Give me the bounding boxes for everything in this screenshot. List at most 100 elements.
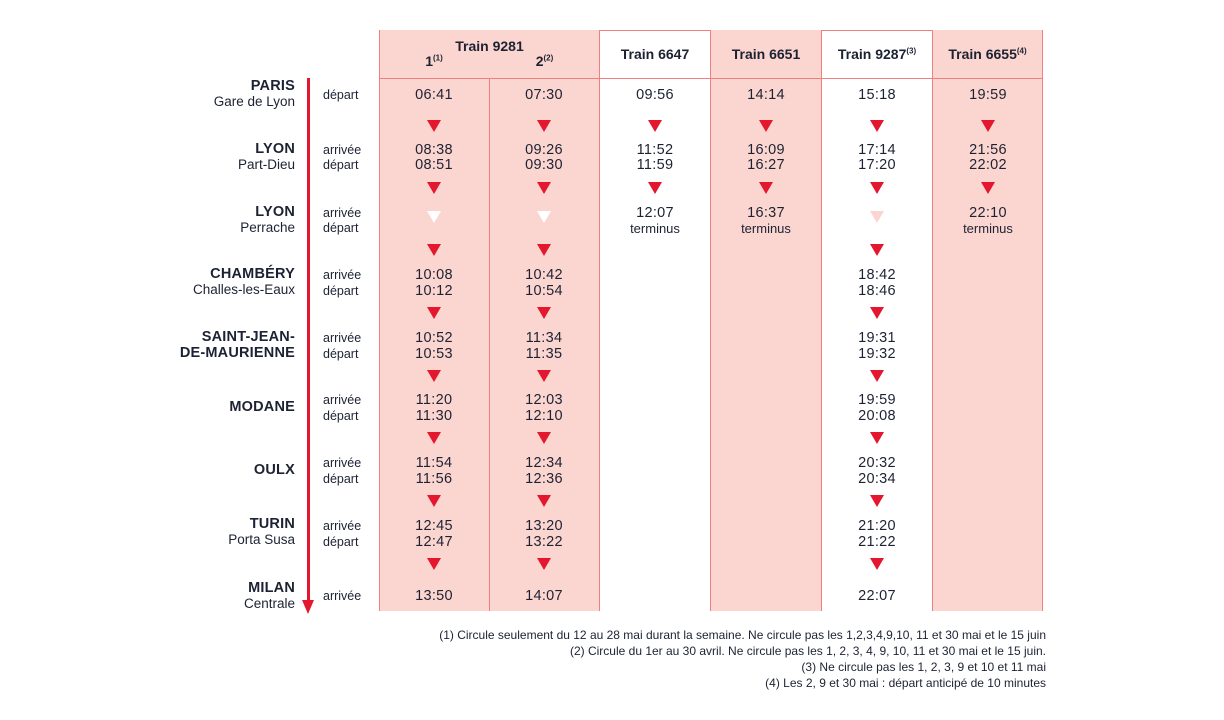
time-cell: 19:32 (858, 346, 896, 362)
header-train-9287: Train 9287(3) (837, 46, 917, 62)
time-cell: 11:54 (415, 455, 453, 471)
time-cell: 11:59 (636, 157, 674, 173)
label-arrivee: arrivée (323, 589, 362, 603)
route-line (307, 78, 310, 600)
label-arrivee: arrivée (323, 393, 362, 407)
terminus-label: terminus (630, 221, 680, 236)
arrow-down-icon (870, 307, 884, 319)
arrow-down-icon (427, 370, 441, 382)
time-cell: 11:52 (636, 142, 674, 158)
label-depart: départ (323, 472, 359, 486)
arrow-down-icon (870, 432, 884, 444)
time-cell: 12:34 (525, 455, 563, 471)
time-cell: 10:52 (415, 330, 453, 346)
column-train-6655 (932, 30, 1043, 611)
footnote-2: (2) Circule du 1er au 30 avril. Ne circu… (569, 644, 1046, 658)
time-cell: 20:34 (858, 471, 896, 487)
time-cell: 09:56 (636, 87, 674, 103)
arrow-down-icon (759, 182, 773, 194)
arrow-down-icon (427, 307, 441, 319)
time-cell: 13:22 (525, 534, 563, 550)
time-cell: 13:20 (525, 518, 563, 534)
arrow-down-icon (870, 244, 884, 256)
time-cell: 22:10 (969, 205, 1007, 221)
arrow-down-icon (427, 495, 441, 507)
arrow-down-icon (427, 211, 441, 223)
terminus-label: terminus (741, 221, 791, 236)
label-arrivee: arrivée (323, 206, 362, 220)
time-cell: 12:45 (415, 518, 453, 534)
time-cell: 12:47 (415, 534, 453, 550)
header-divider (379, 78, 1043, 79)
arrow-down-icon (648, 182, 662, 194)
time-cell: 09:30 (525, 157, 563, 173)
label-depart: départ (323, 347, 359, 361)
header-train-6655: Train 6655(4) (948, 46, 1027, 62)
arrow-down-icon (537, 495, 551, 507)
time-cell: 12:10 (525, 408, 563, 424)
arrow-down-icon (981, 182, 995, 194)
time-cell: 22:02 (969, 157, 1007, 173)
station-saint-jean-de-maurienne: SAINT-JEAN- DE-MAURIENNE (179, 329, 295, 361)
arrow-down-icon (759, 120, 773, 132)
route-arrow-head (302, 600, 314, 614)
arrow-down-icon (537, 432, 551, 444)
arrow-down-icon (537, 182, 551, 194)
time-cell: 20:08 (858, 408, 896, 424)
arrow-down-icon (870, 495, 884, 507)
column-divider (489, 78, 490, 611)
top-border-6647 (600, 30, 710, 31)
time-cell: 18:42 (858, 267, 896, 283)
arrow-down-icon (870, 182, 884, 194)
time-cell: 21:56 (969, 142, 1007, 158)
time-cell: 13:50 (415, 588, 453, 604)
terminus-label: terminus (963, 221, 1013, 236)
time-cell: 09:26 (525, 142, 563, 158)
arrow-down-icon (981, 120, 995, 132)
time-cell: 11:56 (415, 471, 453, 487)
arrow-down-icon (537, 558, 551, 570)
label-arrivee: arrivée (323, 143, 362, 157)
time-cell: 10:42 (525, 267, 563, 283)
time-cell: 10:12 (415, 283, 453, 299)
time-cell: 21:22 (858, 534, 896, 550)
time-cell: 10:08 (415, 267, 453, 283)
top-border-9287 (822, 30, 932, 31)
column-train-6651 (710, 30, 822, 611)
time-cell: 14:07 (525, 588, 563, 604)
header-train-9281-2: 2(2) (535, 53, 554, 69)
time-cell: 11:30 (415, 408, 453, 424)
label-arrivee: arrivée (323, 519, 362, 533)
arrow-down-icon (427, 244, 441, 256)
header-train-6647: Train 6647 (620, 46, 690, 62)
station-lyon-perrache: LYON Perrache (240, 204, 295, 235)
footnotes: (1) Circule seulement du 12 au 28 mai du… (439, 627, 1046, 691)
time-cell: 15:18 (858, 87, 896, 103)
time-cell: 12:03 (525, 392, 563, 408)
time-cell: 19:31 (858, 330, 896, 346)
station-turin: TURIN Porta Susa (228, 516, 295, 547)
arrow-down-icon (537, 211, 551, 223)
time-cell: 18:46 (858, 283, 896, 299)
time-cell: 17:14 (858, 142, 896, 158)
time-cell: 14:14 (747, 87, 785, 103)
arrow-down-icon (427, 182, 441, 194)
footnote-4: (4) Les 2, 9 et 30 mai : départ anticipé… (765, 676, 1046, 690)
label-depart: départ (323, 284, 359, 298)
station-milan: MILAN Centrale (243, 580, 295, 611)
time-cell: 19:59 (969, 87, 1007, 103)
arrow-down-icon (870, 558, 884, 570)
arrow-down-icon (870, 211, 884, 223)
label-depart: départ (323, 535, 359, 549)
time-cell: 22:07 (858, 588, 896, 604)
time-cell: 12:36 (525, 471, 563, 487)
header-train-9281-1: 1(1) (425, 53, 443, 69)
time-cell: 12:07 (636, 205, 674, 221)
time-cell: 10:54 (525, 283, 563, 299)
station-modane: MODANE (229, 399, 295, 415)
arrow-down-icon (427, 120, 441, 132)
arrow-down-icon (537, 120, 551, 132)
label-depart: départ (323, 158, 359, 172)
time-cell: 17:20 (858, 157, 896, 173)
arrow-down-icon (648, 120, 662, 132)
